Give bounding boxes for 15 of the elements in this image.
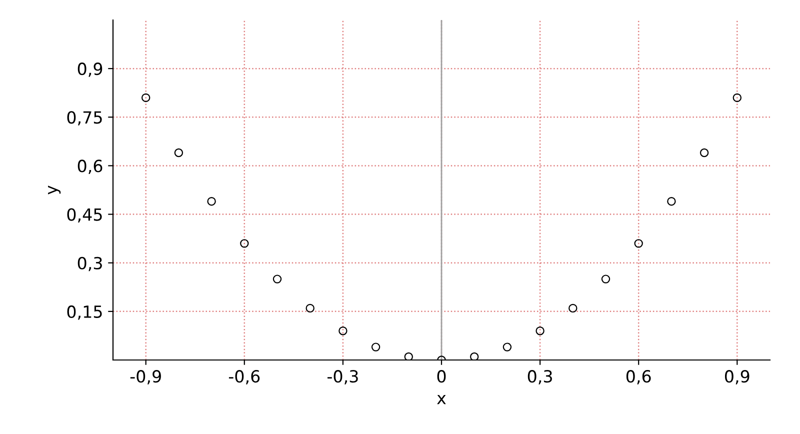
- x-axis-title: x: [437, 394, 446, 404]
- x-tick-label: 0,3: [528, 370, 552, 384]
- y-tick-label: 0,45: [67, 208, 102, 223]
- x-tick-label: -0,3: [328, 370, 358, 384]
- x-tick-label: 0: [437, 370, 446, 383]
- y-tick-label: 0,6: [78, 160, 102, 174]
- x-tick-label: -0,6: [228, 370, 260, 384]
- y-axis-title: y: [48, 186, 61, 194]
- y-tick-label: 0,9: [78, 62, 102, 77]
- y-tick-label: 0,15: [67, 305, 102, 320]
- y-tick-label: 0,3: [78, 256, 102, 272]
- x-tick-label: 0,9: [724, 370, 750, 384]
- y-tick-label: 0,75: [67, 111, 102, 126]
- x-tick-label: 0,6: [626, 370, 651, 384]
- x-tick-label: -0,9: [130, 370, 161, 384]
